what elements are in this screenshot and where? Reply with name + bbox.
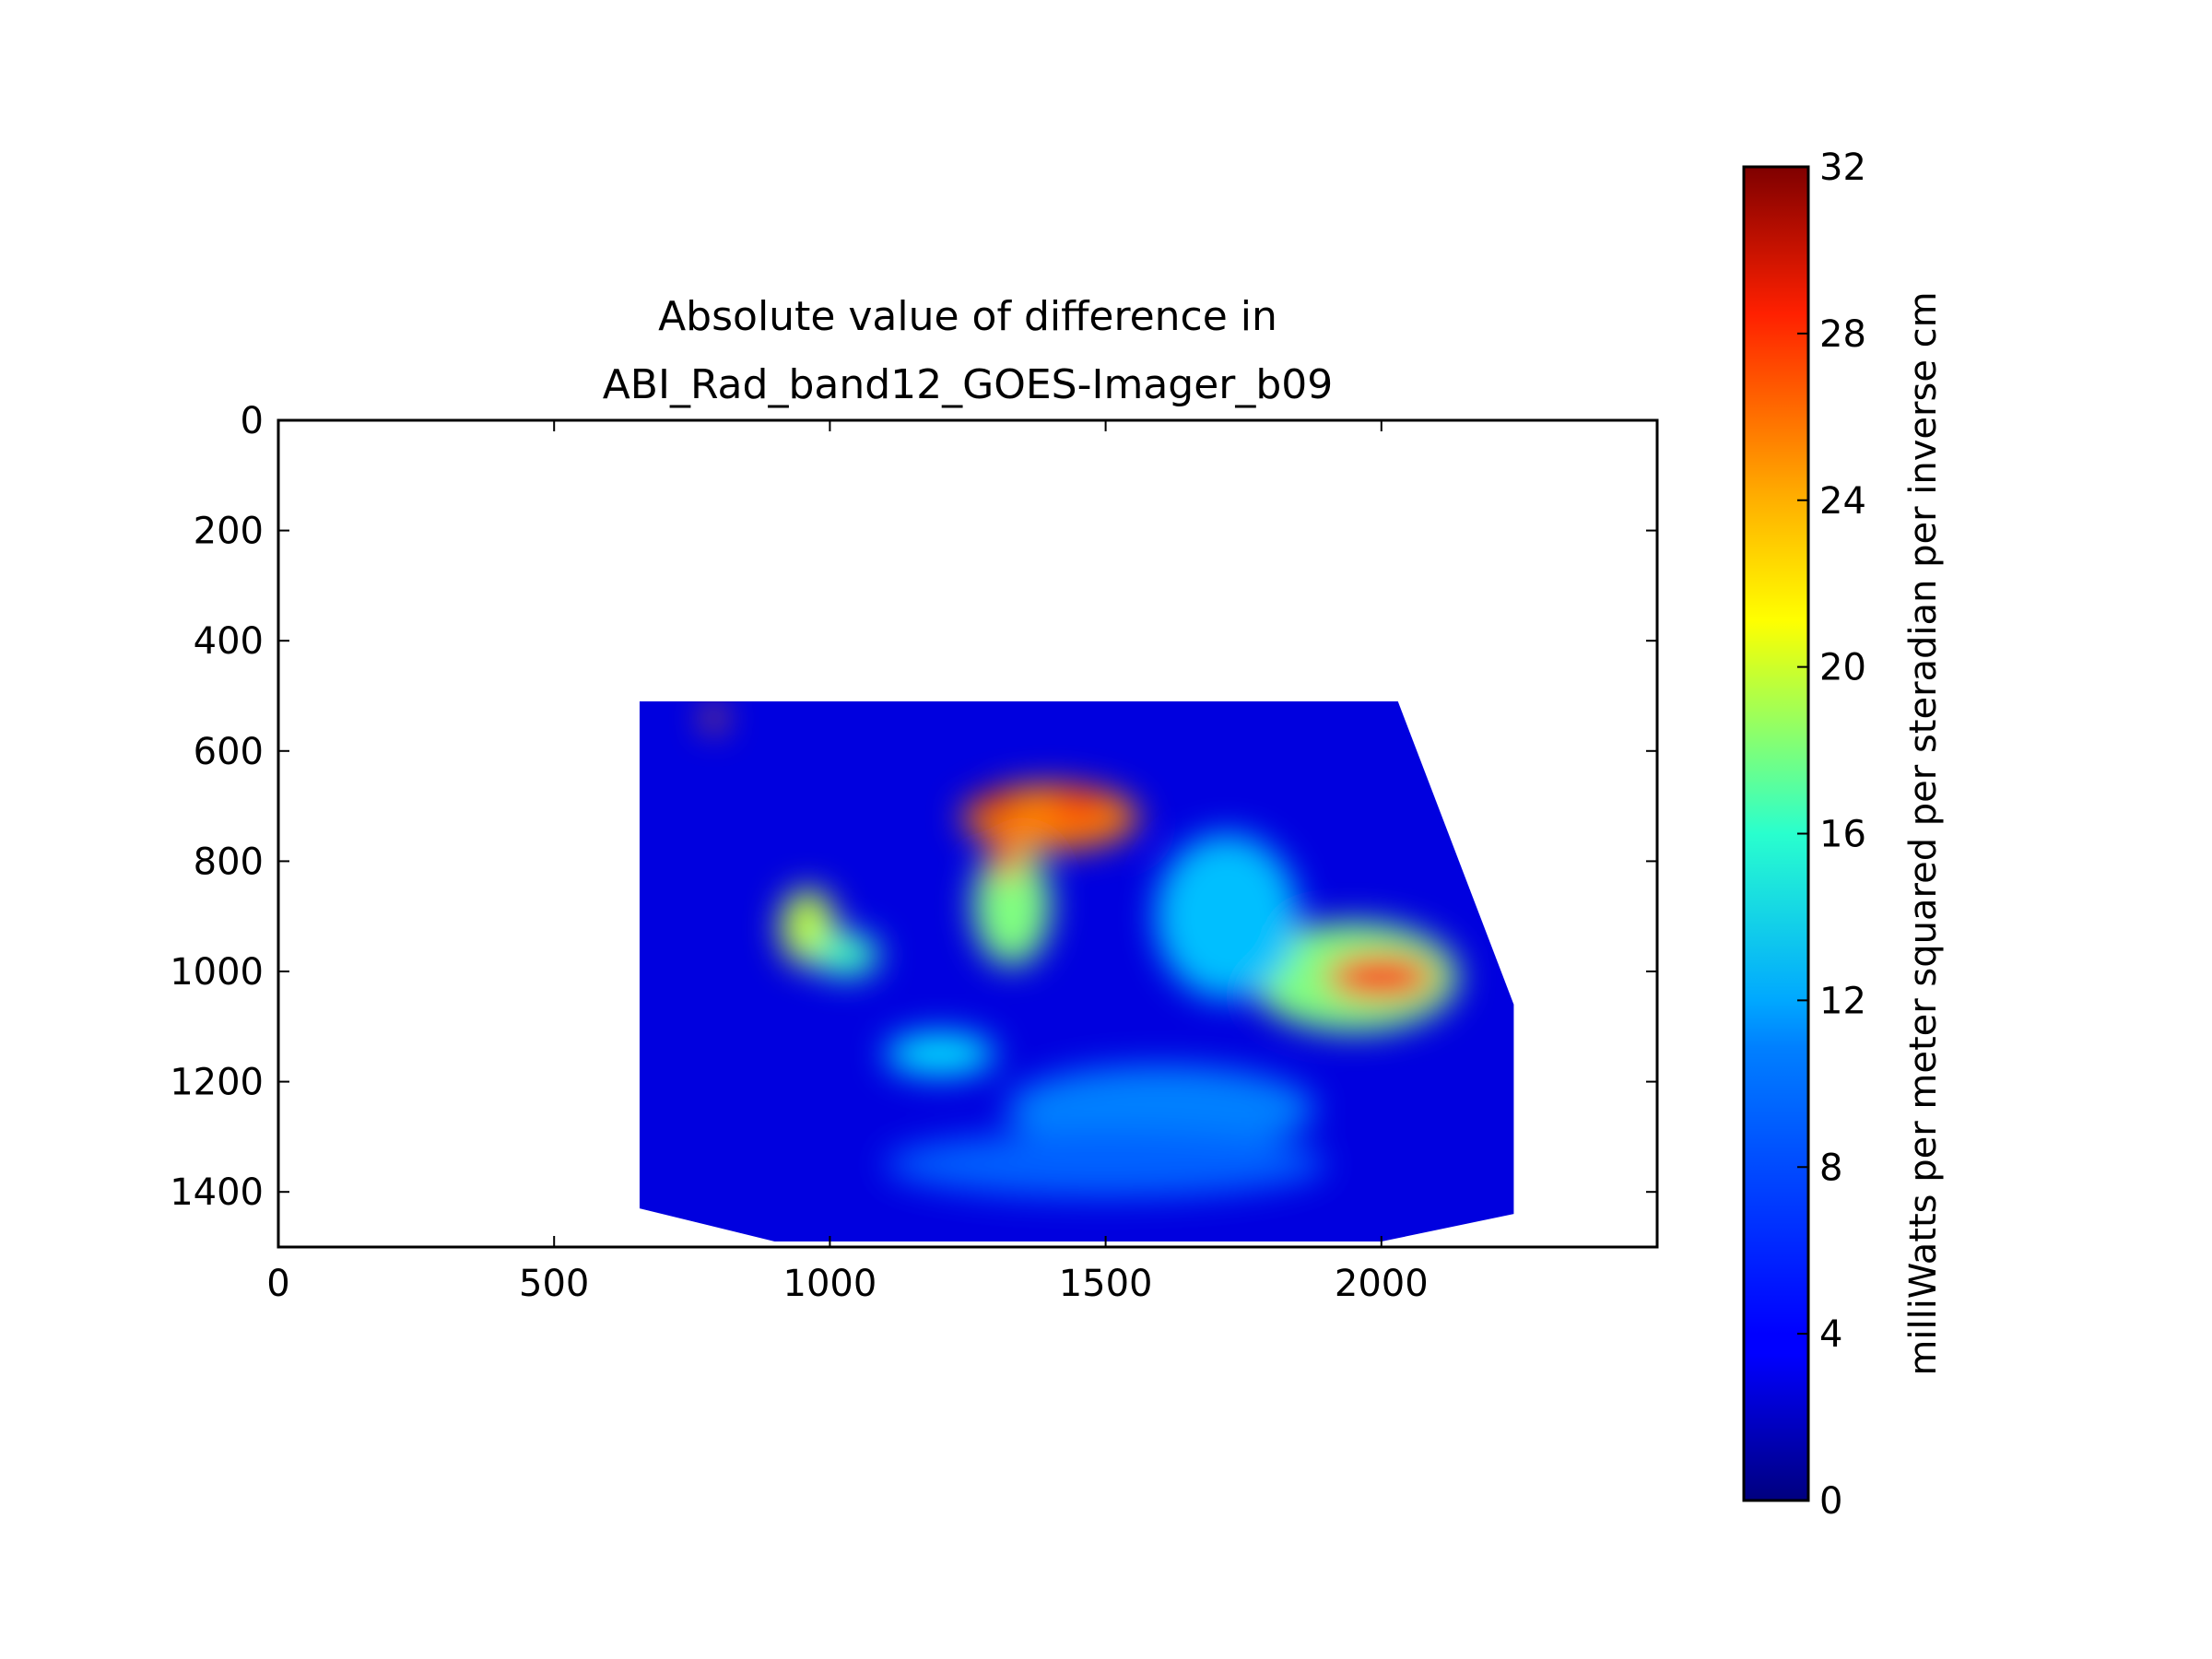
y-tick-label: 200 xyxy=(194,511,264,553)
heatmap-hotspot-1 xyxy=(972,794,1018,818)
y-tick-label: 600 xyxy=(194,731,264,773)
x-tick-label: 2000 xyxy=(1335,1263,1429,1305)
y-tick-label: 1000 xyxy=(170,951,264,994)
chart-title-line-2: ABI_Rad_band12_GOES-Imager_b09 xyxy=(603,361,1334,408)
heatmap-hotspot-11 xyxy=(1006,1065,1315,1154)
x-tick-label: 1000 xyxy=(783,1263,877,1305)
heatmap-hotspot-10 xyxy=(885,1031,995,1077)
heatmap-hotspot-12 xyxy=(885,1131,1326,1198)
plot-area: 0 500 1000 1500 2000 0 200 400 600 800 1000 1200 14… xyxy=(170,400,1659,1305)
axes-frame xyxy=(276,418,1659,1249)
heatmap-hotspot-9 xyxy=(1155,833,1300,999)
colorbar-tick-label: 28 xyxy=(1819,313,1866,356)
colorbar-tick-label: 16 xyxy=(1819,814,1866,856)
colorbar-ticks: 0 4 8 12 16 20 24 28 32 xyxy=(1797,147,1866,1523)
heatmap-hotspot-6 xyxy=(813,933,880,977)
colorbar-tick-label: 0 xyxy=(1819,1480,1842,1523)
heatmap-hotspot-13 xyxy=(705,703,723,732)
heatmap-hotspot-0 xyxy=(962,783,1139,851)
colorbar-tick-label: 20 xyxy=(1819,647,1866,689)
colorbar-tick-label: 8 xyxy=(1819,1147,1842,1189)
y-tick-label: 1200 xyxy=(170,1062,264,1104)
colorbar: 0 4 8 12 16 20 24 28 32 milliWatts per meter squ… xyxy=(1742,147,1945,1523)
y-tick-label: 400 xyxy=(194,620,264,663)
colorbar-label: milliWatts per meter squared per steradi… xyxy=(1902,291,1945,1375)
heatmap-hotspot-8 xyxy=(1325,955,1437,999)
heatmap-hotspot-3 xyxy=(972,844,1051,967)
colorbar-tick-label: 4 xyxy=(1819,1313,1842,1356)
x-tick-label: 500 xyxy=(519,1263,589,1305)
heatmap-background xyxy=(639,700,1514,1242)
heatmap-hotspot-4 xyxy=(989,844,1023,878)
heatmap-image xyxy=(639,700,1514,1242)
colorbar-tick-label: 12 xyxy=(1819,980,1866,1022)
y-axis: 0 200 400 600 800 1000 1200 1400 xyxy=(170,400,1657,1214)
heatmap-hotspot-2 xyxy=(1050,789,1106,823)
x-tick-label: 0 xyxy=(266,1263,289,1305)
y-tick-label: 0 xyxy=(241,400,264,442)
colorbar-tick-label: 32 xyxy=(1819,147,1866,189)
x-axis: 0 500 1000 1500 2000 xyxy=(266,420,1429,1305)
x-tick-label: 1500 xyxy=(1059,1263,1153,1305)
y-tick-label: 800 xyxy=(194,841,264,883)
chart-title-line-1: Absolute value of difference in xyxy=(658,293,1277,340)
colorbar-tick-label: 24 xyxy=(1819,480,1866,523)
y-tick-label: 1400 xyxy=(170,1171,264,1214)
